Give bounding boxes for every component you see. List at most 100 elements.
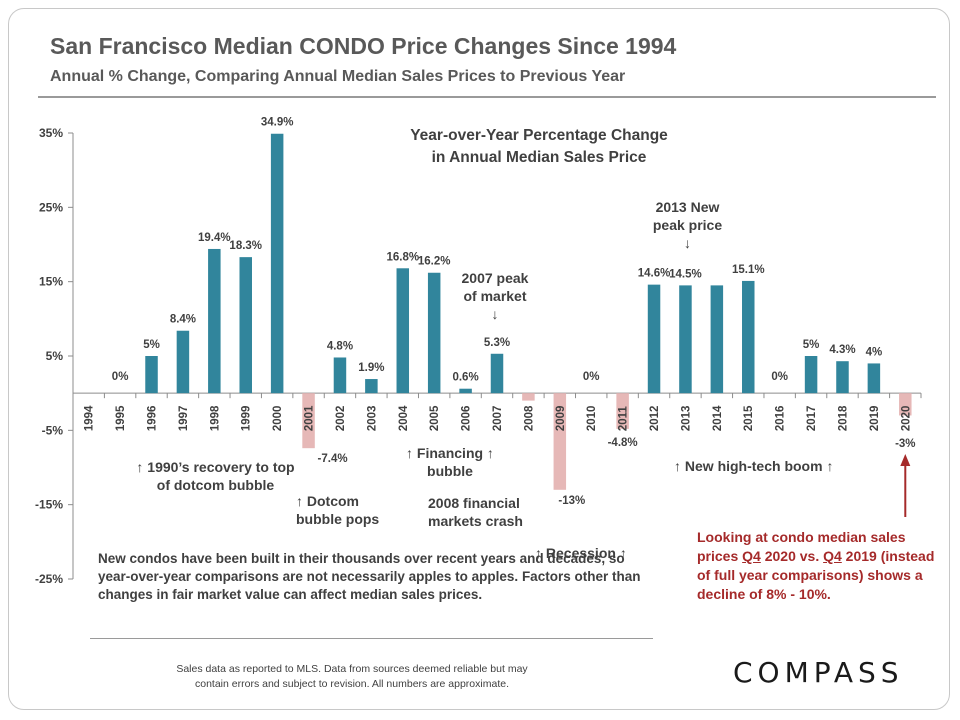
chart-title-line: in Annual Median Sales Price xyxy=(432,149,647,166)
data-label-2016: 0% xyxy=(771,371,788,383)
data-label-1999: 18.3% xyxy=(229,240,262,252)
y-tick-label: 35% xyxy=(39,126,63,140)
red-arrowhead-icon xyxy=(900,454,911,466)
q4-note-post: 2019 (instead of full year comparisons) … xyxy=(697,548,935,602)
data-label-2011: -4.8% xyxy=(608,437,638,449)
bar-2004 xyxy=(396,268,410,394)
data-label-2002: 4.8% xyxy=(327,340,353,352)
x-tick-label-2008: 2008 xyxy=(523,405,535,431)
x-tick-label-2001: 2001 xyxy=(304,405,316,431)
data-label-2015: 15.1% xyxy=(732,264,765,276)
x-tick-label-2002: 2002 xyxy=(335,406,347,432)
x-tick-label-2007: 2007 xyxy=(492,406,504,432)
chart-title-line: Year-over-Year Percentage Change xyxy=(410,127,668,144)
bar-1996 xyxy=(145,356,158,394)
bar-2019 xyxy=(867,363,881,394)
data-label-2000: 34.9% xyxy=(261,117,294,129)
data-label-1998: 19.4% xyxy=(198,232,231,244)
data-label-2013: 14.5% xyxy=(669,268,702,280)
q4-note-mid: 2020 vs. xyxy=(760,548,824,564)
bar-2015 xyxy=(742,280,755,394)
bar-2009 xyxy=(553,393,567,490)
annotation-crash-2008: 2008 financial markets crash xyxy=(428,495,523,529)
annotation-recession: ↑ Recession ↑ xyxy=(535,545,627,561)
bar-2008 xyxy=(522,393,535,401)
y-tick-label: -15% xyxy=(35,498,63,512)
data-label-2017: 5% xyxy=(803,339,820,351)
x-tick-label-1997: 1997 xyxy=(178,406,190,432)
footer-line-2: contain errors and subject to revision. … xyxy=(195,678,509,690)
q4-note-q4a: Q4 xyxy=(742,548,761,564)
y-tick-label: -25% xyxy=(35,572,63,586)
chart-frame xyxy=(8,8,950,710)
note-divider xyxy=(90,638,653,639)
x-tick-label-2000: 2000 xyxy=(272,406,284,432)
data-label-2018: 4.3% xyxy=(829,344,855,356)
annotation-peak-2013-line2: peak price xyxy=(652,217,723,233)
x-tick-label-2005: 2005 xyxy=(429,405,441,431)
data-label-2004: 16.8% xyxy=(386,251,419,263)
q4-note-q4b: Q4 xyxy=(823,548,842,564)
bar-1998 xyxy=(208,248,221,394)
x-tick-label-1998: 1998 xyxy=(209,405,221,431)
data-label-2010: 0% xyxy=(583,371,600,383)
annotation-peak-2013: 2013 New peak price ↓ xyxy=(640,198,735,252)
bar-2002 xyxy=(333,357,347,394)
x-tick-label-2018: 2018 xyxy=(837,405,849,431)
bar-2012 xyxy=(647,284,661,394)
x-tick-label-2020: 2020 xyxy=(900,406,912,432)
bar-2014 xyxy=(710,285,724,394)
x-tick-label-2011: 2011 xyxy=(618,406,630,432)
x-tick-label-2004: 2004 xyxy=(398,405,410,431)
footer-line-1: Sales data as reported to MLS. Data from… xyxy=(176,663,528,675)
down-arrow-icon: ↓ xyxy=(491,306,499,322)
x-tick-label-2012: 2012 xyxy=(649,406,661,432)
page-subtitle: Annual % Change, Comparing Annual Median… xyxy=(50,68,626,85)
compass-logo: COMPASS xyxy=(733,656,904,689)
bar-1997 xyxy=(176,330,190,394)
x-tick-label-2009: 2009 xyxy=(555,406,567,432)
bar-2003 xyxy=(365,379,378,394)
bar-2005 xyxy=(427,272,441,394)
annotation-peak-2007-line1: 2007 peak xyxy=(461,270,529,286)
data-label-2003: 1.9% xyxy=(358,362,384,374)
x-tick-label-2010: 2010 xyxy=(586,406,598,432)
annotation-financing: ↑ Financing ↑ bubble xyxy=(406,445,494,479)
bar-2020 xyxy=(899,393,912,416)
page-title: San Francisco Median CONDO Price Changes… xyxy=(50,33,677,59)
x-tick-label-2014: 2014 xyxy=(712,405,724,431)
header-divider xyxy=(38,96,936,98)
condo-note: New condos have been built in their thou… xyxy=(98,551,641,602)
bar-2000 xyxy=(270,133,284,394)
data-label-2001: -7.4% xyxy=(318,453,348,465)
y-tick-label: 25% xyxy=(39,200,63,214)
data-label-1996: 5% xyxy=(143,339,160,351)
x-tick-label-2016: 2016 xyxy=(775,406,787,432)
bar-2001 xyxy=(302,393,315,449)
data-label-2007: 5.3% xyxy=(484,337,510,349)
data-label-2012: 14.6% xyxy=(638,268,671,280)
y-tick-label: 15% xyxy=(39,275,63,289)
x-tick-label-2017: 2017 xyxy=(806,406,818,432)
x-tick-label-2003: 2003 xyxy=(366,406,378,432)
bar-2006 xyxy=(459,388,472,394)
y-tick-label: -5% xyxy=(42,423,64,437)
x-tick-label-2006: 2006 xyxy=(461,406,473,432)
x-tick-label-2019: 2019 xyxy=(869,406,881,432)
down-arrow-icon: ↓ xyxy=(684,235,691,251)
q4-note-pre: Looking at condo median sales prices xyxy=(697,529,906,564)
data-label-2006: 0.6% xyxy=(452,372,478,384)
x-tick-label-1999: 1999 xyxy=(241,406,253,432)
annotation-dotcom: ↑ Dotcom bubble pops xyxy=(296,493,380,527)
x-tick-label-2013: 2013 xyxy=(680,406,692,432)
data-label-2020: -3% xyxy=(895,438,915,450)
x-tick-label-1994: 1994 xyxy=(84,405,96,431)
x-tick-label-1995: 1995 xyxy=(115,405,127,431)
annotation-recovery: ↑ 1990’s recovery to top of dotcom bubbl… xyxy=(136,459,295,493)
annotation-peak-2007: 2007 peak of market ↓ xyxy=(455,269,535,323)
annotation-peak-2013-line1: 2013 New xyxy=(655,199,720,215)
data-label-2005: 16.2% xyxy=(418,256,451,268)
footer-disclaimer: Sales data as reported to MLS. Data from… xyxy=(132,662,572,692)
bar-2011 xyxy=(616,393,629,429)
